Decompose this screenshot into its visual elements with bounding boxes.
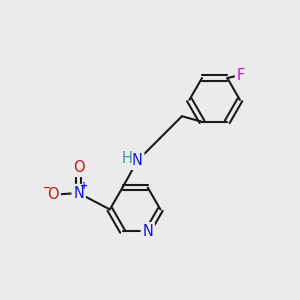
Text: N: N	[132, 153, 143, 168]
Text: N: N	[73, 186, 84, 201]
Text: O: O	[73, 160, 85, 175]
Text: O: O	[48, 187, 59, 202]
Text: F: F	[236, 68, 245, 82]
Text: H: H	[121, 151, 132, 166]
Text: N: N	[142, 224, 153, 239]
Text: −: −	[43, 183, 51, 193]
Text: +: +	[80, 181, 88, 191]
